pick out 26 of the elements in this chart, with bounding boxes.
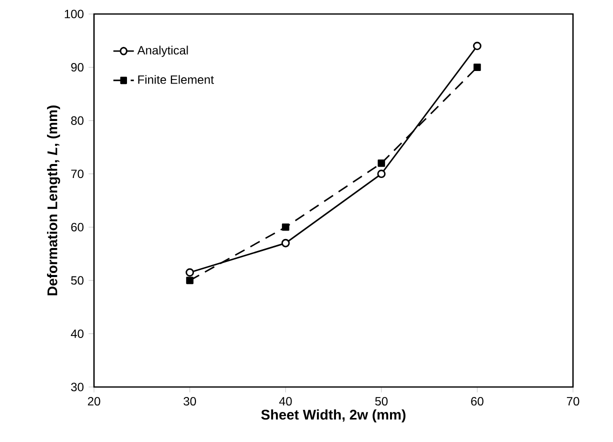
y-tick-label: 70 [71,170,84,178]
x-tick-label: 70 [566,397,580,406]
x-axis-title: Sheet Width, 2w (mm) [261,409,406,422]
point [378,160,386,167]
x-tick-label: 40 [279,397,292,406]
point [282,223,290,231]
point [186,276,194,284]
point [281,238,290,248]
point [474,64,481,71]
x-tick-label: 50 [375,397,388,406]
x-tick-label: 60 [471,397,484,406]
y-tick-label: 40 [70,329,84,338]
x-tick-label: 20 [88,397,100,406]
y-tick-label: 60 [71,222,84,232]
legend-label: Analytical [137,46,188,57]
y-tick-label: 80 [71,116,84,125]
x-tick-label: 30 [184,397,196,406]
y-axis-title: Deformation Length, L, (mm) [47,106,60,296]
y-tick-label: 90 [71,63,84,72]
point [473,42,482,50]
legend-label: Finite Element [138,75,214,84]
y-tick-label: 100 [64,10,84,18]
point [186,268,194,277]
point [377,170,386,178]
y-tick-label: 30 [71,382,84,392]
y-tick-label: 50 [71,276,84,285]
